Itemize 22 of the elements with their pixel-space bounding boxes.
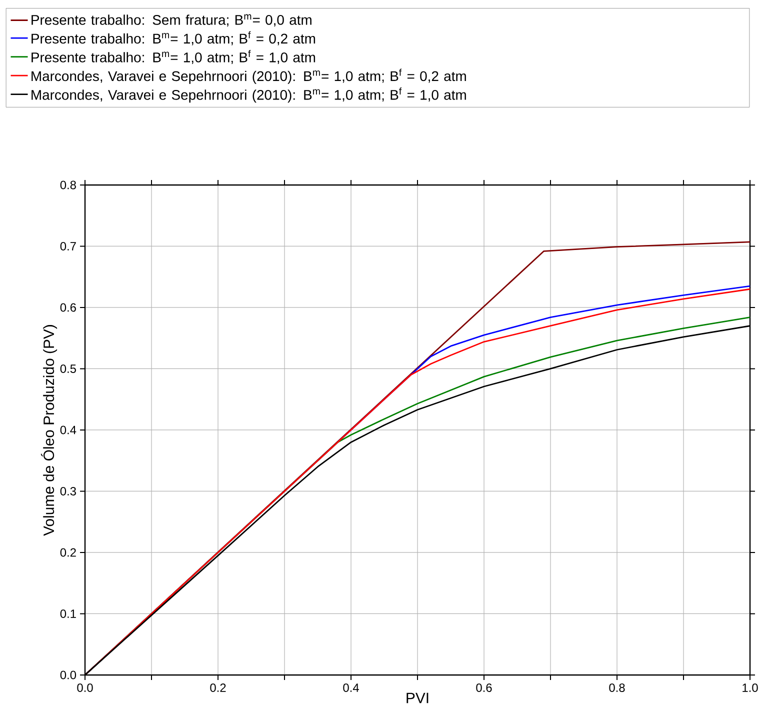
- x-axis-title: PVI: [406, 692, 428, 704]
- y-tick-label: 0.2: [60, 548, 76, 557]
- y-tick-label: 0.4: [60, 426, 76, 434]
- x-tick-label: 0.2: [210, 683, 226, 692]
- y-axis-title: Volume de Óleo Produzido (PV): [40, 325, 58, 536]
- legend-label: Presente trabalho: Sem fratura; B$^{m}$= 0,0 atm: [32, 14, 312, 27]
- y-tick-label: 0.1: [60, 610, 76, 618]
- y-tick-label: 0.8: [60, 180, 76, 190]
- x-tick-label: 0.0: [77, 683, 93, 692]
- y-tick-label: 0.3: [60, 487, 76, 496]
- legend-label: Marcondes, Varavei e Sepehrnoori (2010): B$^{m}$= 1,0 atm; B$^{f}$ = 0,2 atm: [32, 68, 466, 84]
- y-tick-label: 0.5: [60, 364, 76, 373]
- x-tick-label: 1.0: [742, 683, 758, 692]
- legend-label: Marcondes, Varavei e Sepehrnoori (2010): B$^{m}$= 1,0 atm; B$^{f}$ = 1,0 atm: [32, 87, 466, 103]
- legend-label: Presente trabalho: B$^{m}$= 1,0 atm; B$^{f}$ = 0,2 atm: [32, 31, 316, 46]
- y-tick-label: 0.7: [60, 242, 76, 250]
- x-tick-label: 0.8: [609, 683, 625, 692]
- y-tick-label: 0.0: [60, 670, 76, 680]
- legend-label: Presente trabalho: B$^{m}$= 1,0 atm; B$^{f}$ = 1,0 atm: [32, 50, 316, 64]
- x-tick-label: 0.4: [343, 683, 359, 692]
- x-tick-label: 0.6: [476, 683, 492, 692]
- y-tick-label: 0.6: [60, 303, 76, 312]
